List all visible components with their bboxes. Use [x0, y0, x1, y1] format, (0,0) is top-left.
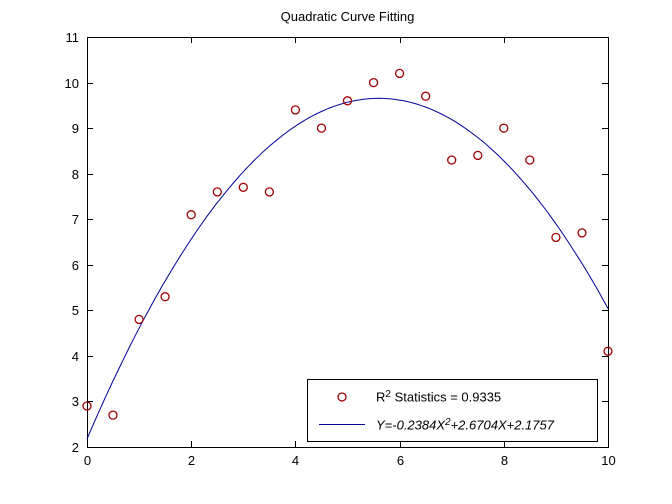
chart-title: Quadratic Curve Fitting: [280, 9, 415, 24]
legend-label-r-squared: R2 Statistics = 0.9335: [376, 388, 501, 404]
x-tick-label: 10: [601, 453, 615, 468]
fit-curve: [86, 97, 609, 440]
legend-line-glyph: [319, 424, 365, 425]
y-tick-label: 11: [66, 30, 80, 45]
data-point: [82, 401, 92, 411]
data-point: [577, 228, 587, 238]
x-tick-label: 0: [84, 453, 91, 468]
y-tick-label: 7: [72, 212, 79, 227]
legend-box: R2 Statistics = 0.9335 Y=-0.2384X2+2.670…: [307, 379, 598, 442]
y-tick-label: 6: [72, 258, 79, 273]
data-point: [394, 68, 405, 79]
data-point: [290, 105, 301, 115]
data-point: [134, 314, 144, 325]
data-point: [238, 182, 248, 192]
plot-box: [87, 37, 609, 448]
y-tick-label: 3: [72, 394, 79, 409]
legend-r2-sup: 2: [385, 389, 391, 401]
data-point: [160, 292, 170, 302]
data-point: [108, 410, 118, 420]
data-point: [447, 155, 457, 165]
data-point: [316, 123, 327, 133]
data-point: [603, 346, 613, 356]
y-tick-label: 9: [72, 121, 79, 136]
legend-line-marker: [308, 424, 376, 425]
y-tick-label: 4: [72, 349, 79, 364]
legend-entry-data-points: R2 Statistics = 0.9335: [308, 383, 597, 411]
data-point: [212, 187, 222, 197]
legend-r2-prefix: R: [376, 389, 386, 405]
legend-circle-marker: [308, 391, 376, 403]
legend-entry-fit-curve: Y=-0.2384X2+2.6704X+2.1757: [308, 411, 597, 439]
x-tick-label: 4: [292, 453, 299, 468]
x-tick-label: 6: [397, 453, 404, 468]
data-point: [551, 232, 561, 243]
legend-r2-suffix: Statistics = 0.9335: [390, 389, 502, 405]
data-point: [264, 187, 275, 197]
y-tick-label: 5: [72, 303, 79, 318]
legend-eq-prefix: Y=-0.2384X: [376, 417, 446, 433]
data-point: [473, 150, 483, 161]
data-point: [421, 91, 431, 101]
data-point: [342, 96, 353, 106]
y-tick-label: 10: [65, 76, 79, 91]
data-point: [525, 155, 535, 165]
legend-label-equation: Y=-0.2384X2+2.6704X+2.1757: [376, 416, 554, 432]
y-tick-label: 2: [72, 440, 79, 455]
legend-eq-suffix: +2.6704X+2.1757: [450, 417, 554, 433]
x-tick-label: 8: [501, 453, 508, 468]
legend-circle-glyph: [337, 391, 347, 402]
data-point: [499, 123, 509, 133]
data-point: [368, 77, 379, 88]
y-tick-label: 8: [72, 167, 79, 182]
data-point: [186, 210, 196, 220]
legend-eq-sup: 2: [445, 417, 451, 429]
circle-marker-icon: [337, 391, 347, 402]
x-tick-label: 2: [188, 453, 195, 468]
